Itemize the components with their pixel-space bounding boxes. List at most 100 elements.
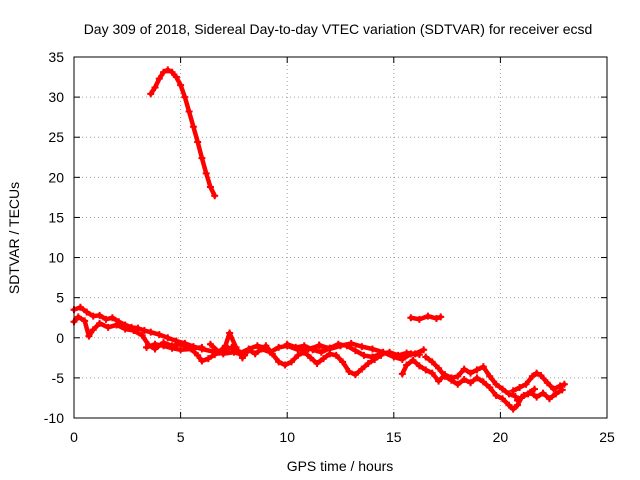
data-point <box>292 343 300 351</box>
data-point <box>479 378 487 386</box>
data-point <box>151 83 159 91</box>
data-point <box>422 353 430 361</box>
data-point <box>473 374 481 382</box>
data-point <box>424 312 432 320</box>
data-point <box>407 314 415 322</box>
y-tick-label: 30 <box>48 89 64 105</box>
series-arc-5 <box>262 342 385 379</box>
data-point <box>194 138 202 146</box>
data-point <box>281 361 289 369</box>
series-arc-2 <box>70 313 206 353</box>
data-point <box>505 401 513 409</box>
data-point <box>332 351 340 359</box>
y-tick-label: 0 <box>56 330 64 346</box>
x-tick-label: 5 <box>177 429 185 445</box>
data-point <box>317 348 325 356</box>
series-arc-7 <box>315 339 423 363</box>
data-point <box>204 355 212 363</box>
data-point <box>172 73 180 81</box>
data-point <box>509 387 517 395</box>
data-point <box>181 93 189 101</box>
data-point <box>275 343 283 351</box>
grid-lines <box>74 57 607 418</box>
data-point <box>89 312 97 320</box>
data-point <box>467 379 475 387</box>
x-tick-label: 0 <box>70 429 78 445</box>
data-point <box>467 369 475 377</box>
data-point <box>300 342 308 350</box>
data-point <box>138 331 146 339</box>
y-tick-label: 35 <box>48 49 64 65</box>
x-tick-label: 15 <box>386 429 402 445</box>
data-point <box>486 372 494 380</box>
data-point <box>539 389 547 397</box>
data-point <box>337 342 344 350</box>
data-point <box>155 331 163 339</box>
data-point <box>420 346 428 354</box>
data-point <box>351 371 359 379</box>
series-arc-high <box>147 66 219 200</box>
data-point <box>160 342 168 350</box>
data-point <box>552 390 560 398</box>
data-point <box>533 393 541 401</box>
data-point <box>492 380 500 388</box>
data-point <box>307 354 315 362</box>
data-point <box>251 350 259 358</box>
data-point <box>550 385 558 393</box>
data-point <box>108 314 116 322</box>
data-point <box>364 359 372 367</box>
data-point <box>511 392 519 400</box>
series-arc-8 <box>407 312 445 323</box>
data-point <box>189 123 197 131</box>
data-point <box>206 340 214 348</box>
data-point <box>287 358 295 366</box>
data-series-layer <box>70 66 568 413</box>
data-point <box>140 327 148 335</box>
series-arc-10 <box>422 353 539 413</box>
data-point <box>339 358 347 366</box>
data-point <box>415 315 423 323</box>
tick-labels: 0 5 10 15 20 25 -10 -5 0 5 10 15 20 25 30 35 <box>44 49 615 445</box>
data-point <box>187 345 195 353</box>
data-point <box>415 351 423 359</box>
data-point <box>360 351 368 359</box>
data-point <box>283 340 291 348</box>
data-point <box>409 356 417 364</box>
data-point <box>262 342 270 350</box>
data-point <box>513 396 521 404</box>
data-point <box>403 361 411 369</box>
data-point <box>253 342 261 350</box>
series-line <box>144 341 269 364</box>
data-point <box>168 344 176 352</box>
y-tick-label: 10 <box>48 250 64 266</box>
data-point <box>81 317 89 325</box>
data-point <box>221 342 229 350</box>
data-point <box>499 395 507 403</box>
x-tick-label: 25 <box>599 429 615 445</box>
data-point <box>379 348 387 356</box>
data-point <box>164 334 172 342</box>
data-point <box>198 154 206 162</box>
chart-title: Day 309 of 2018, Sidereal Day-to-day VTE… <box>84 21 593 37</box>
data-point <box>206 183 214 191</box>
data-point <box>232 343 240 351</box>
data-point <box>121 325 129 333</box>
data-point <box>326 345 334 353</box>
data-point <box>398 355 406 363</box>
data-point <box>447 376 455 384</box>
data-point <box>479 363 487 371</box>
data-point <box>516 384 524 392</box>
data-point <box>76 303 84 311</box>
data-point <box>460 375 468 383</box>
y-tick-label: -5 <box>52 370 65 386</box>
series-line <box>148 67 217 199</box>
data-point <box>422 366 430 374</box>
data-point <box>437 313 445 321</box>
data-point <box>428 369 436 377</box>
data-point <box>313 359 321 367</box>
data-point <box>486 384 494 392</box>
data-point <box>185 108 193 116</box>
data-point <box>522 380 530 388</box>
series-line <box>208 330 333 361</box>
data-point <box>537 371 545 379</box>
